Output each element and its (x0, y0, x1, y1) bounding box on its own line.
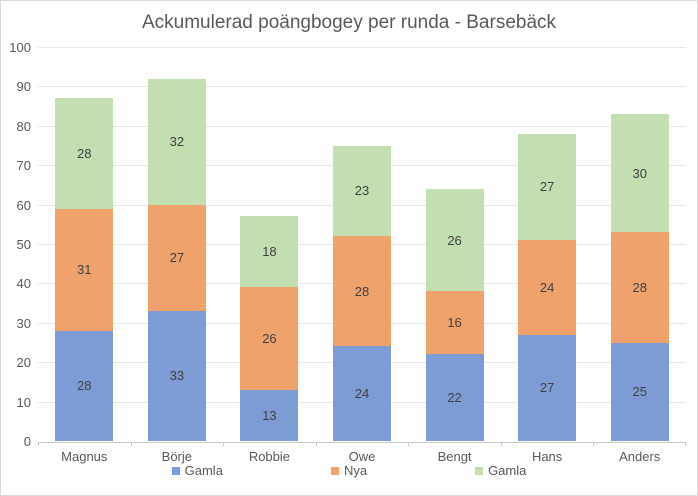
bar-owe: 23 28 24 (333, 145, 391, 441)
bar-anders: 30 28 25 (610, 114, 669, 441)
bar-segment-gamla: 24 (333, 346, 391, 441)
bar-magnus: 28 31 28 (55, 98, 114, 441)
y-axis-tick-label: 50 (16, 237, 31, 252)
bar-segment-nya: 26 (240, 287, 299, 390)
legend-item-gamla: Gamla (475, 463, 526, 478)
x-axis-tick (593, 442, 594, 446)
x-axis-category-label: Börje (161, 449, 193, 464)
y-axis-tick-label: 100 (9, 40, 31, 55)
y-axis-tick-label: 70 (16, 158, 31, 173)
bar-segment-nya: 27 (147, 204, 206, 311)
x-axis-tick (38, 442, 39, 446)
bar-segment-gamla: 26 (425, 188, 484, 292)
legend-marker-icon (330, 466, 339, 475)
bar-segment-gamla: 25 (610, 342, 669, 441)
x-axis-tick (131, 442, 132, 446)
x-axis-tick (316, 442, 317, 446)
bar-segment-gamla: 28 (55, 330, 114, 441)
x-axis-tick (501, 442, 502, 446)
bar-segment-nya: 16 (425, 291, 484, 355)
bar-börje: 32 27 33 (147, 78, 206, 441)
y-axis-tick-label: 10 (16, 395, 31, 410)
y-axis-tick-label: 80 (16, 119, 31, 134)
x-axis-category-label: Hans (531, 449, 563, 464)
y-axis-tick-label: 60 (16, 198, 31, 213)
plot-area: 0 10 20 30 40 50 60 70 80 90 100 28 31 28 Magnus 32 27 33… (9, 41, 686, 464)
legend-item-gamla: Gamla (171, 463, 223, 478)
bar-bengt: 26 16 22 (425, 188, 484, 441)
gridline (38, 86, 686, 87)
gridline (38, 126, 686, 127)
bar-segment-gamla: 30 (610, 114, 669, 233)
bar-segment-gamla: 27 (518, 334, 577, 441)
legend-label: Nya (343, 463, 368, 478)
bar-segment-gamla: 32 (147, 78, 206, 205)
y-axis-tick-label: 30 (16, 316, 31, 331)
y-axis-tick-label: 90 (16, 79, 31, 94)
x-axis-tick (223, 442, 224, 446)
y-axis-tick-label: 40 (16, 276, 31, 291)
legend: Gamla Nya Gamla (1, 463, 697, 478)
legend-marker-icon (475, 466, 484, 475)
x-axis-category-label: Magnus (61, 449, 108, 464)
bar-segment-nya: 31 (55, 208, 114, 331)
bar-segment-gamla: 27 (518, 133, 577, 241)
x-axis-line (38, 442, 686, 443)
y-axis-tick-label: 0 (23, 434, 31, 449)
x-axis-tick (408, 442, 409, 446)
bar-segment-nya: 24 (518, 240, 577, 335)
legend-label: Gamla (184, 463, 223, 478)
bar-segment-nya: 28 (333, 236, 391, 347)
y-axis-tick-label: 20 (16, 355, 31, 370)
bar-hans: 27 24 27 (518, 133, 577, 441)
x-axis-tick (685, 442, 686, 446)
chart-title: Ackumulerad poängbogey per runda - Barse… (141, 12, 557, 33)
bar-segment-gamla: 22 (425, 354, 484, 441)
x-axis-category-label: Robbie (248, 449, 291, 464)
bar-segment-nya: 28 (610, 232, 669, 343)
bar-robbie: 18 26 13 (240, 216, 299, 441)
x-axis-category-label: Owe (348, 449, 376, 464)
bar-segment-gamla: 33 (147, 310, 206, 441)
gridline (38, 47, 686, 48)
legend-item-nya: Nya (330, 463, 368, 478)
legend-label: Gamla (488, 463, 527, 478)
legend-marker-icon (171, 466, 180, 475)
x-axis-category-label: Bengt (437, 449, 472, 464)
bar-segment-gamla: 23 (333, 145, 391, 237)
bar-segment-gamla: 13 (240, 389, 299, 441)
x-axis-category-label: Anders (619, 449, 661, 464)
bar-segment-gamla: 18 (240, 216, 299, 288)
bar-segment-gamla: 28 (55, 98, 114, 209)
